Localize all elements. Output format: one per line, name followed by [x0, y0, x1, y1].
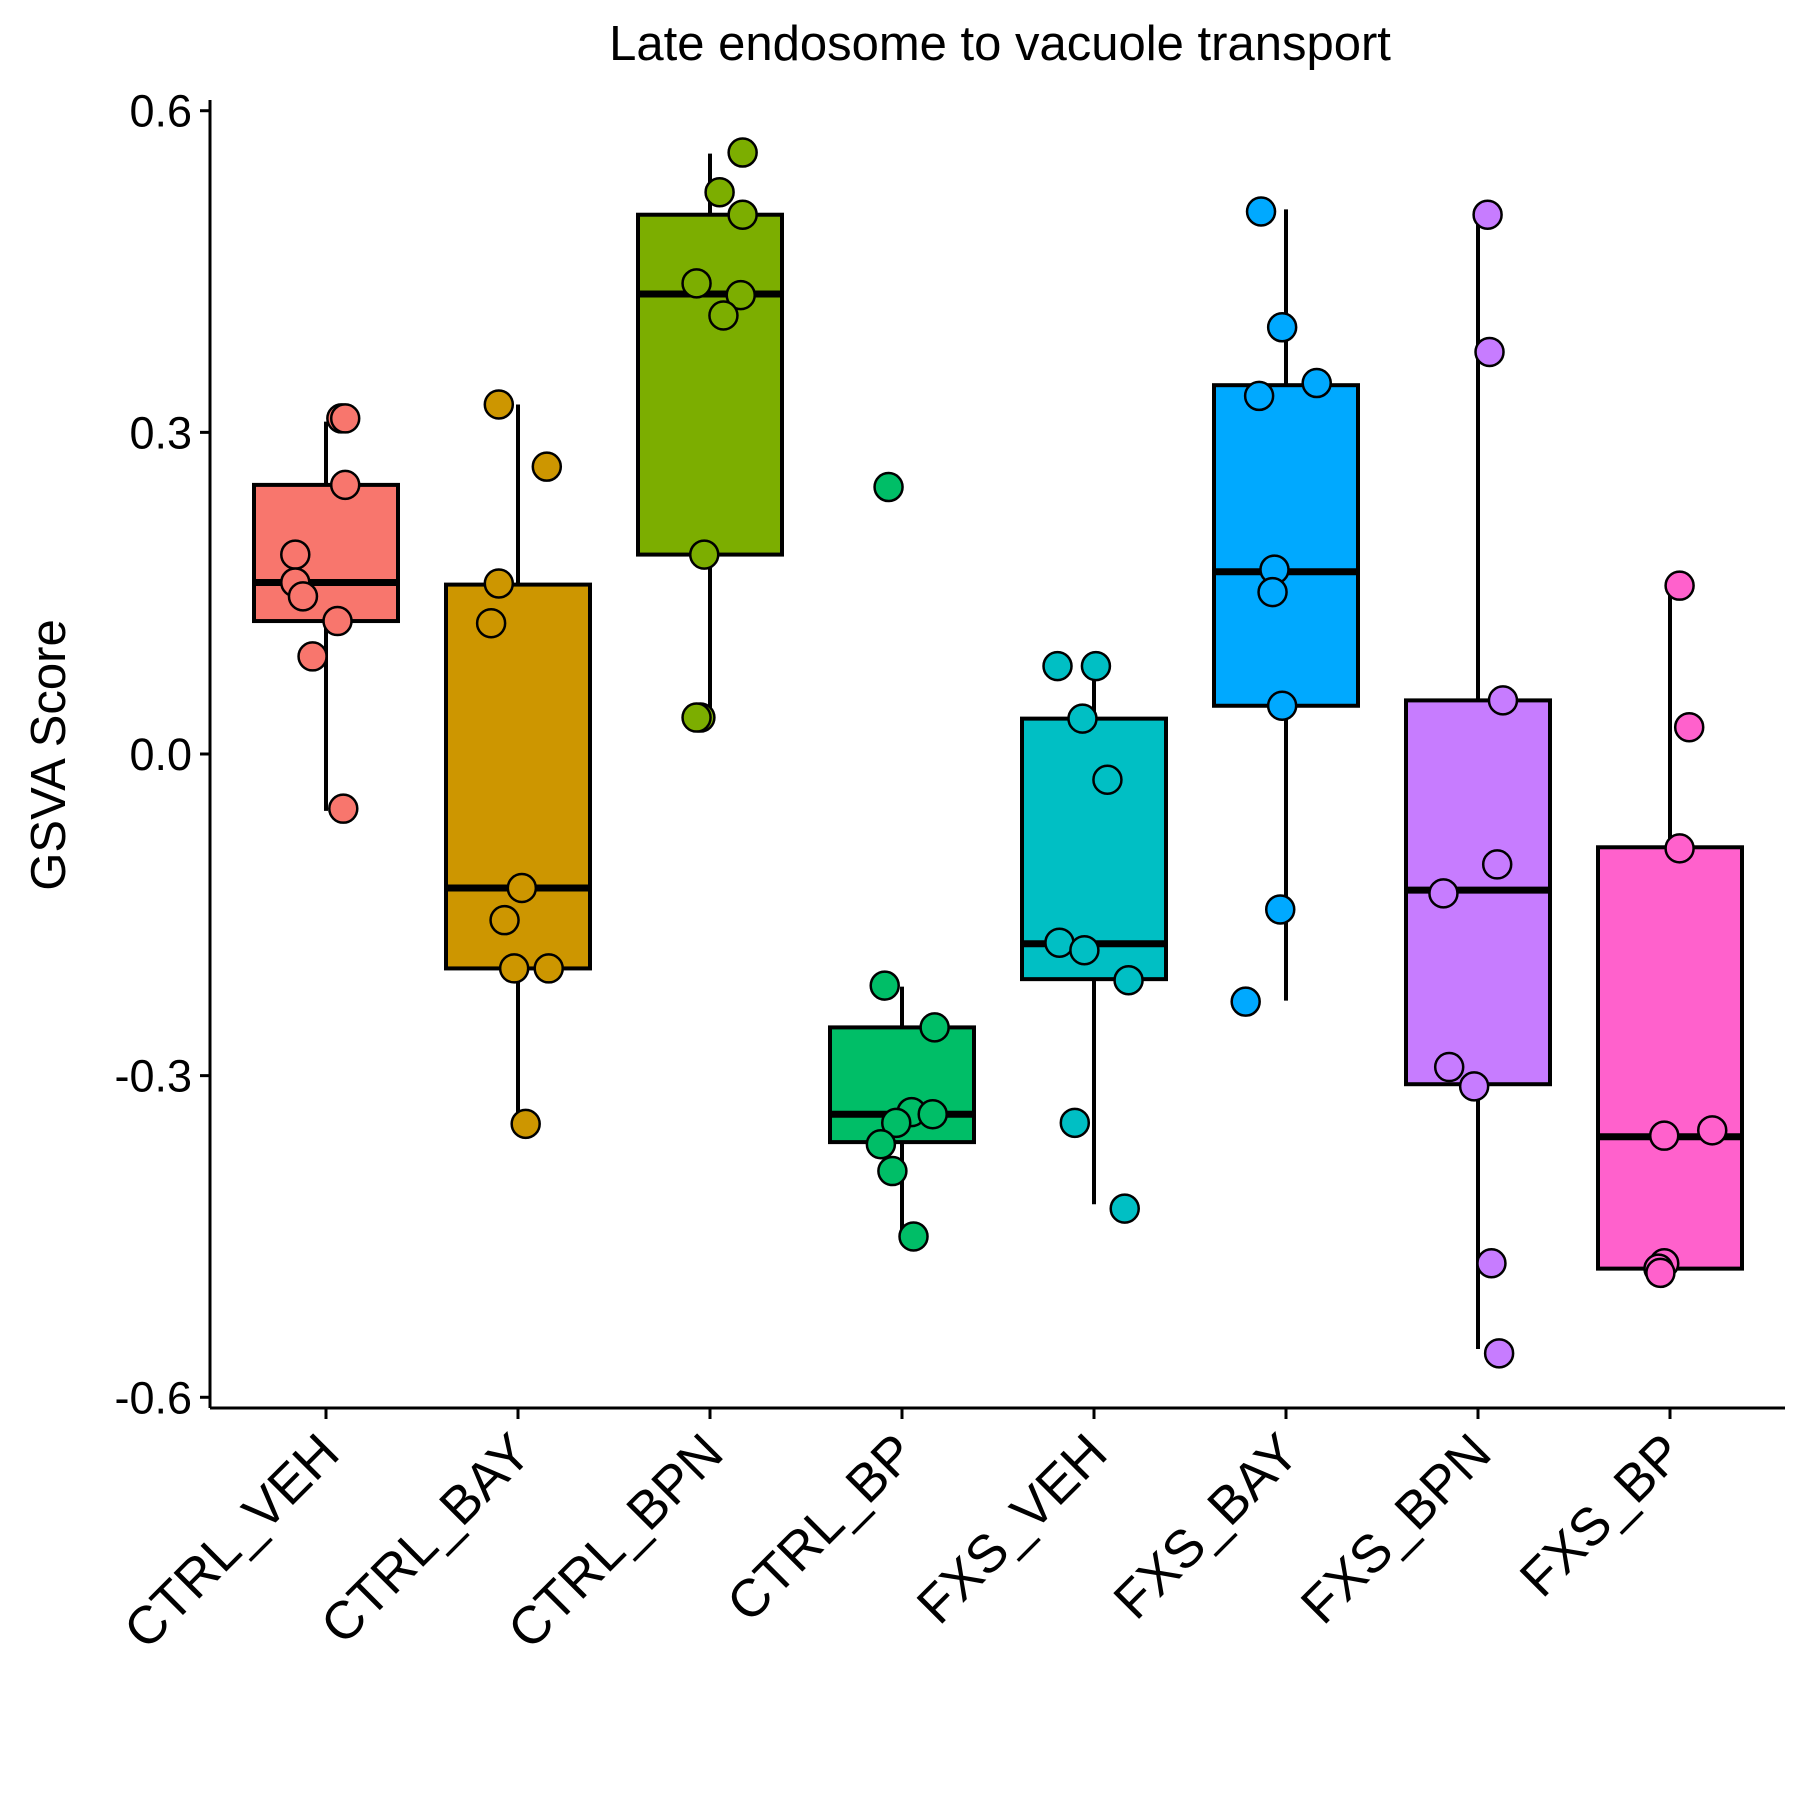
box-ctrl-bay	[444, 404, 592, 1124]
box-iqr	[1596, 845, 1744, 1271]
chart-title: Late endosome to vacuole transport	[609, 17, 1391, 71]
box-iqr	[444, 582, 592, 971]
data-point	[725, 279, 756, 311]
y-tick-label: -0.3	[114, 1051, 192, 1102]
data-point	[1696, 1115, 1728, 1146]
data-point	[1080, 650, 1112, 682]
box-iqr	[636, 212, 784, 557]
data-point	[1230, 986, 1261, 1017]
data-point	[880, 1107, 912, 1139]
data-point	[322, 605, 353, 637]
data-point	[1044, 927, 1075, 958]
data-point	[727, 137, 758, 168]
point-layer	[280, 137, 1728, 1369]
x-tick-label: FXS_BPN	[1290, 1423, 1503, 1636]
data-point	[1266, 312, 1298, 343]
data-point	[1109, 1193, 1140, 1224]
data-point	[1673, 711, 1705, 743]
x-tick-label: CTRL_VEH	[113, 1423, 350, 1660]
data-point	[1645, 1257, 1676, 1289]
y-tick-label: 0.0	[129, 729, 192, 780]
data-point	[531, 451, 563, 482]
data-point	[1113, 964, 1144, 996]
data-point	[1472, 199, 1503, 230]
data-point	[1664, 833, 1695, 864]
data-point	[287, 581, 319, 612]
data-point	[1474, 336, 1505, 368]
data-point	[898, 1221, 929, 1252]
data-point	[1264, 894, 1296, 925]
data-point	[1266, 690, 1298, 722]
data-point	[1483, 1338, 1515, 1369]
data-point	[1458, 1071, 1490, 1102]
data-point	[483, 389, 515, 420]
box-ctrl-bpn	[636, 153, 784, 717]
data-point	[489, 904, 520, 936]
data-point	[533, 953, 564, 984]
data-point	[1257, 576, 1288, 608]
data-point	[1428, 878, 1459, 909]
data-point	[869, 970, 900, 1001]
box-fxs-bay	[1212, 209, 1360, 1001]
box-layer	[252, 153, 1744, 1350]
data-point	[688, 539, 720, 570]
data-point	[328, 793, 359, 824]
x-tick-label: FXS_BAY	[1103, 1423, 1311, 1631]
data-point	[1301, 367, 1332, 399]
data-point	[1042, 650, 1073, 682]
data-point	[1069, 934, 1100, 966]
data-point	[877, 1155, 908, 1187]
data-point	[1664, 570, 1695, 601]
data-point	[681, 702, 712, 733]
data-point	[1245, 196, 1277, 227]
data-point	[681, 268, 712, 299]
data-point	[1481, 849, 1513, 880]
x-tick-label: CTRL_BP	[716, 1423, 926, 1633]
data-point	[704, 176, 735, 208]
data-point	[498, 953, 530, 984]
data-point	[1092, 764, 1123, 795]
data-point	[1059, 1107, 1091, 1139]
y-tick-label: -0.6	[114, 1372, 192, 1423]
y-tick-label: 0.6	[129, 86, 192, 137]
data-point	[475, 607, 507, 639]
x-tick-label: FXS_VEH	[906, 1423, 1119, 1636]
data-point	[1648, 1120, 1680, 1151]
data-point	[708, 300, 739, 331]
y-axis-label: GSVA Score	[22, 619, 76, 890]
data-point	[873, 471, 904, 503]
data-point	[329, 403, 361, 434]
data-point	[1487, 685, 1519, 716]
data-point	[280, 539, 311, 570]
data-point	[1243, 380, 1275, 412]
box-iqr	[252, 482, 400, 624]
data-point	[1067, 703, 1098, 734]
x-tick-label: FXS_BP	[1509, 1423, 1694, 1608]
data-point	[1476, 1248, 1507, 1279]
box-fxs-veh	[1020, 666, 1168, 1205]
data-point	[506, 872, 538, 904]
box-fxs-bp	[1596, 585, 1744, 1277]
data-point	[329, 469, 361, 501]
box-ctrl-veh	[252, 421, 400, 811]
data-point	[483, 568, 515, 599]
box-fxs-bpn	[1404, 215, 1552, 1350]
data-point	[917, 1098, 948, 1130]
data-point	[1433, 1051, 1465, 1083]
y-tick-label: 0.3	[129, 407, 192, 458]
data-point	[865, 1129, 897, 1160]
data-point	[727, 199, 758, 230]
data-point	[510, 1108, 541, 1140]
data-point	[919, 1012, 950, 1043]
data-point	[297, 641, 328, 672]
box-iqr	[1212, 383, 1360, 708]
